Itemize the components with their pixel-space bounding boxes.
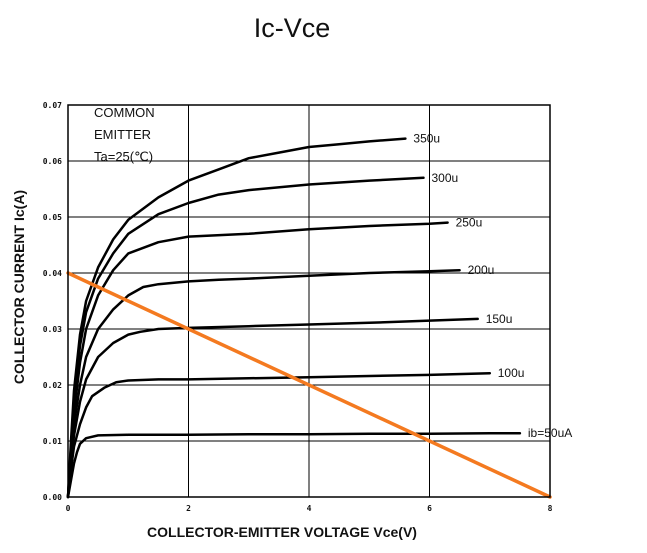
series-line-0 xyxy=(66,431,522,499)
curve-label-4: 250u xyxy=(456,216,483,230)
y-tick-label-4: 0.04 xyxy=(43,269,62,278)
annotation-line-1: EMITTER xyxy=(94,127,151,142)
x-tick-label-3: 6 xyxy=(427,504,432,513)
y-tick-label-7: 0.07 xyxy=(43,101,62,110)
annotation-line-0: COMMON xyxy=(94,105,155,120)
curve-label-6: 350u xyxy=(413,132,440,146)
y-tick-label-1: 0.01 xyxy=(43,437,62,446)
chart-title: Ic-Vce xyxy=(254,13,331,43)
series-line-2 xyxy=(66,317,479,499)
curve-label-3: 200u xyxy=(468,263,495,277)
annotation-text: COMMON EMITTER Ta=25(℃) xyxy=(94,105,155,164)
series-line-4 xyxy=(66,221,449,499)
curve-label-2: 150u xyxy=(486,312,513,326)
plot-frame xyxy=(67,104,551,498)
x-tick-label-4: 8 xyxy=(548,504,553,513)
y-tick-label-6: 0.06 xyxy=(43,157,62,166)
y-tick-label-2: 0.02 xyxy=(43,381,62,390)
x-axis-label: COLLECTOR-EMITTER VOLTAGE Vce(V) xyxy=(147,524,417,540)
tick-labels: 0 2 4 6 8 0.00 0.01 0.02 0.03 0.04 0.05 0.06 0.07 xyxy=(43,101,553,513)
series-line-6 xyxy=(66,137,407,499)
curve-label-5: 300u xyxy=(431,171,458,185)
x-tick-label-2: 4 xyxy=(307,504,312,513)
curve-label-1: 100u xyxy=(498,366,525,380)
series-line-1 xyxy=(66,371,492,499)
series-line-7 xyxy=(66,271,552,499)
x-tick-label-0: 0 xyxy=(66,504,71,513)
annotation-line-2: Ta=25(℃) xyxy=(94,149,153,164)
y-tick-label-0: 0.00 xyxy=(43,493,62,502)
y-tick-label-5: 0.05 xyxy=(43,213,62,222)
series-line-3 xyxy=(66,268,461,499)
y-axis-label: COLLECTOR CURRENT Ic(A) xyxy=(11,190,27,384)
y-tick-label-3: 0.03 xyxy=(43,325,62,334)
x-tick-label-1: 2 xyxy=(186,504,191,513)
series-group xyxy=(66,137,552,499)
